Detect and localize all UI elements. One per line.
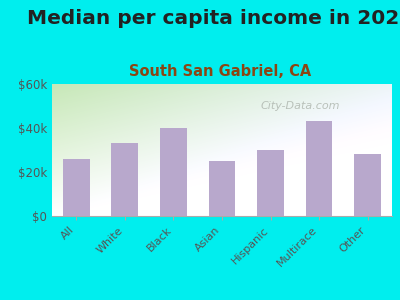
Bar [112, 143, 138, 216]
Bar [209, 161, 235, 216]
Text: Median per capita income in 2022: Median per capita income in 2022 [27, 9, 400, 28]
Bar [306, 122, 332, 216]
Text: South San Gabriel, CA: South San Gabriel, CA [129, 64, 311, 80]
Bar [63, 159, 90, 216]
Text: City-Data.com: City-Data.com [260, 101, 340, 111]
Bar [354, 154, 381, 216]
Bar [257, 150, 284, 216]
Bar [160, 128, 187, 216]
